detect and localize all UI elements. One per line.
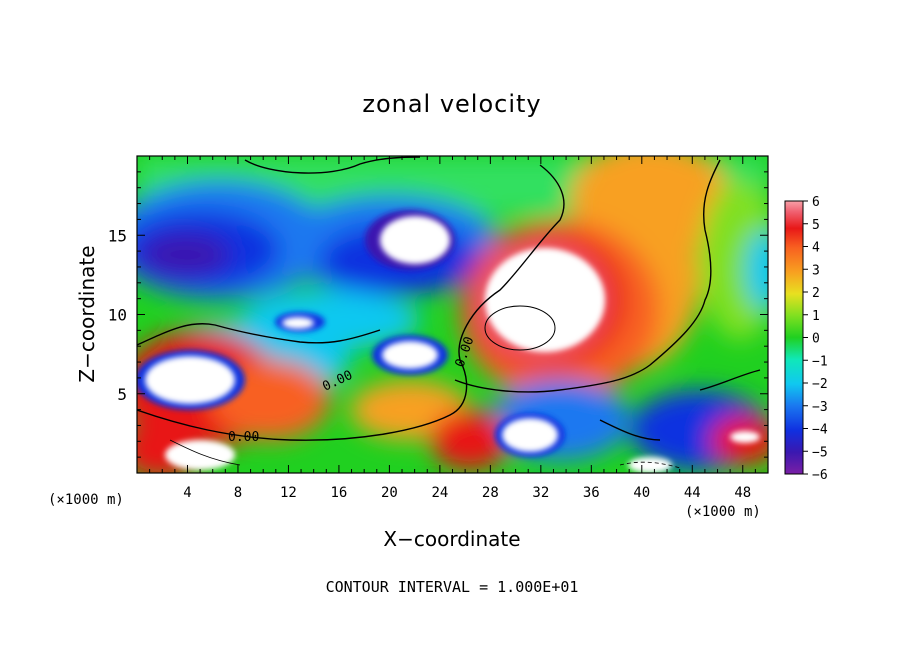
colorbar-tick-label: −2: [812, 377, 828, 392]
x-tick-label: 24: [431, 485, 448, 501]
colorbar-tick-label: 0: [812, 332, 820, 347]
x-tick-label: 16: [330, 485, 347, 501]
colorbar-gradient: [784, 200, 804, 475]
x-tick-label: 20: [381, 485, 398, 501]
colorbar-tick-label: −6: [812, 468, 828, 483]
colorbar-tick-label: 2: [812, 286, 820, 301]
colorbar-tick-label: 5: [812, 218, 820, 233]
x-tick-label: 44: [684, 485, 701, 501]
colorbar-tick-label: −3: [812, 400, 828, 415]
colorbar: 6 5 4 3 2 1 0 −1 −2 −3 −4 −5 −6: [784, 195, 828, 483]
x-axis-ticks: 4 8 12 16 20 24 28 32 36 40 44 48: [149, 156, 756, 501]
y-axis-ticks: 5 10 15: [108, 171, 768, 458]
colorbar-tick-label: −1: [812, 354, 828, 369]
colorbar-tick-label: −4: [812, 423, 828, 438]
x-tick-label: 40: [633, 485, 650, 501]
y-axis-label: Z−coordinate: [75, 245, 99, 382]
colorbar-tick-label: 6: [812, 195, 820, 210]
colorbar-tick-label: 3: [812, 263, 820, 278]
contour-interval-note: CONTOUR INTERVAL = 1.000E+01: [326, 578, 579, 596]
x-tick-label: 36: [583, 485, 600, 501]
colorbar-tick-label: −5: [812, 445, 828, 460]
x-tick-label: 28: [482, 485, 499, 501]
y-tick-label: 15: [108, 226, 127, 245]
contour-label: 0.00: [228, 430, 259, 445]
x-unit-right: (×1000 m): [685, 504, 761, 520]
y-tick-label: 5: [117, 385, 127, 404]
colorbar-tick-label: 1: [812, 309, 820, 324]
colorbar-tick-label: 4: [812, 241, 820, 256]
contour-lines: [137, 156, 761, 469]
x-tick-label: 8: [234, 485, 242, 501]
x-axis-label: X−coordinate: [383, 527, 520, 551]
x-tick-label: 48: [734, 485, 751, 501]
x-tick-label: 4: [183, 485, 191, 501]
chart-title: zonal velocity: [362, 90, 541, 118]
x-unit-left: (×1000 m): [48, 492, 124, 508]
y-tick-label: 10: [108, 306, 127, 325]
heatmap-field: [137, 156, 768, 473]
x-tick-label: 12: [280, 485, 297, 501]
colorbar-ticks: 6 5 4 3 2 1 0 −1 −2 −3 −4 −5 −6: [803, 195, 828, 483]
x-tick-label: 32: [532, 485, 549, 501]
